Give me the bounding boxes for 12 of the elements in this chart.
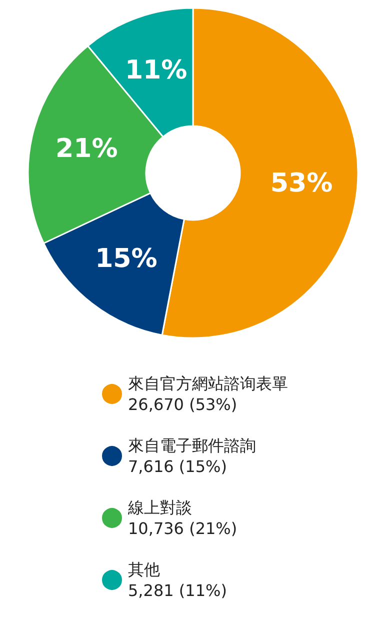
text: 26,670 (53%) xyxy=(128,395,238,414)
legend-label: 來自電子郵件諮詢 xyxy=(128,436,256,455)
legend-label: 來自官方網站諮询表單 xyxy=(128,374,288,393)
data-label: 53% xyxy=(270,168,333,198)
text: 5,281 (11%) xyxy=(128,581,227,600)
legend-label: 線上對談 xyxy=(127,498,192,517)
data-label: 15% xyxy=(95,244,158,274)
text: 10,736 (21%) xyxy=(128,519,238,538)
data-label: 11% xyxy=(124,55,188,86)
data-label: 21% xyxy=(56,134,118,164)
text: 7,616 (15%) xyxy=(128,457,227,476)
legend-label: 其他 xyxy=(128,560,160,579)
